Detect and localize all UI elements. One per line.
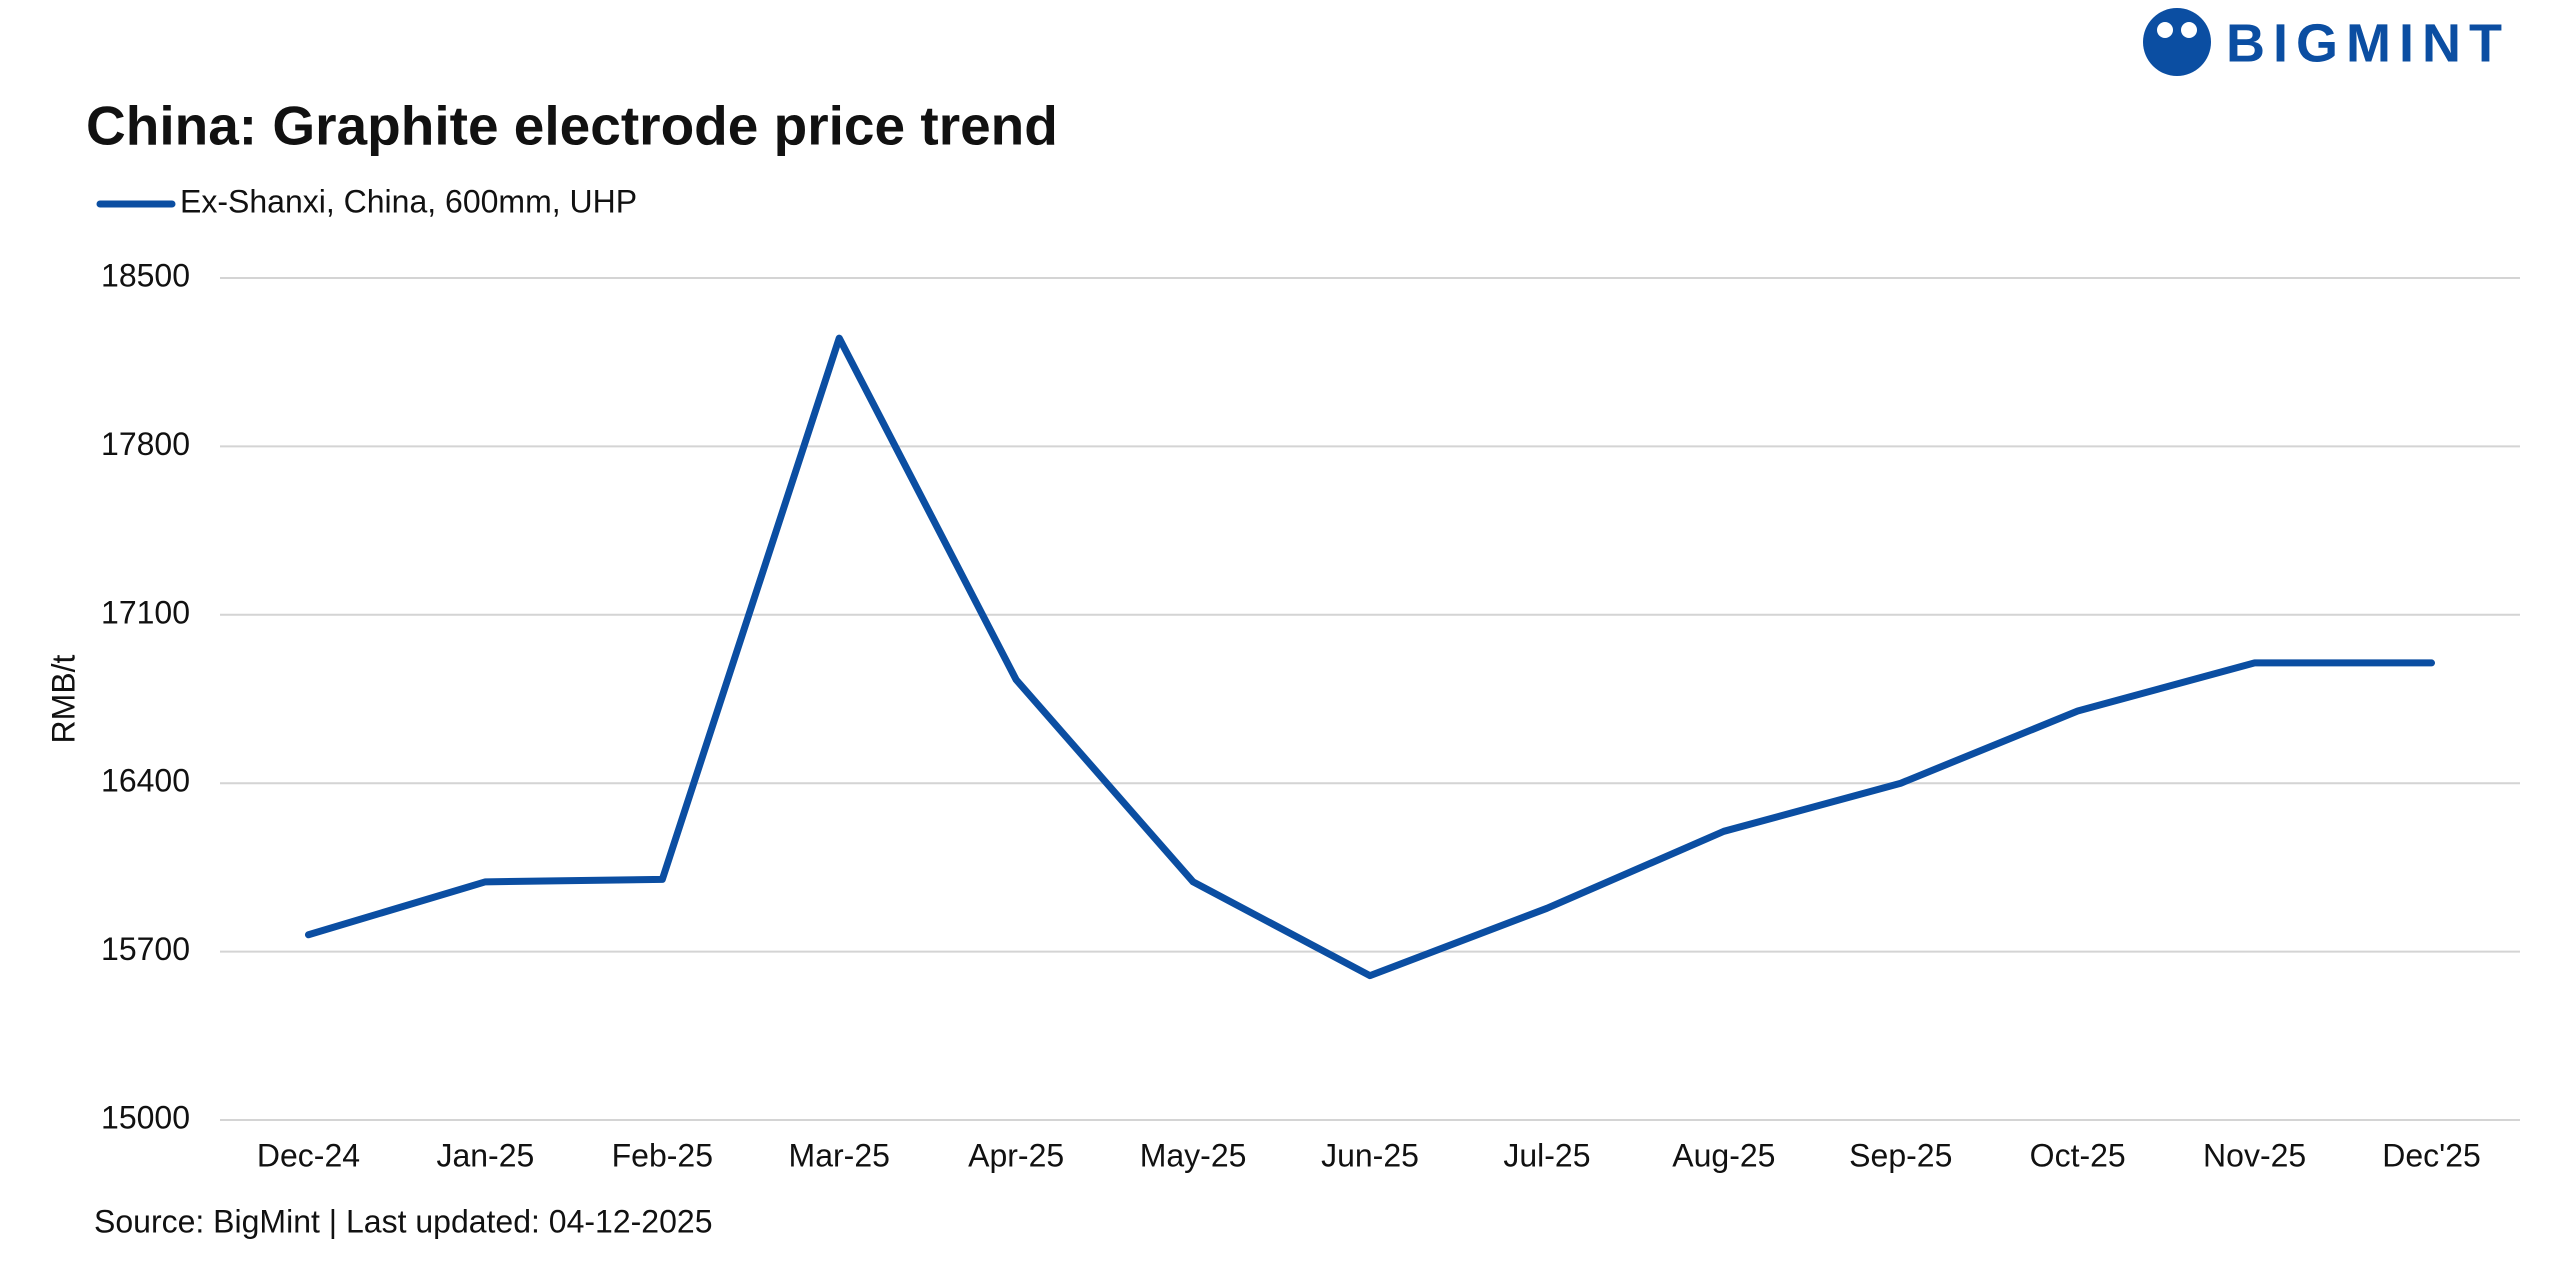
y-tick-label: 18500 — [101, 257, 190, 293]
x-tick-label: Jul-25 — [1503, 1137, 1590, 1173]
y-axis-label: RMB/t — [45, 654, 81, 743]
logo-text: BIGMINT — [2226, 13, 2510, 73]
x-tick-label: Sep-25 — [1849, 1137, 1952, 1173]
y-tick-label: 17800 — [101, 426, 190, 462]
y-tick-label: 15700 — [101, 931, 190, 967]
x-tick-label: May-25 — [1140, 1137, 1247, 1173]
legend-label: Ex-Shanxi, China, 600mm, UHP — [180, 183, 637, 219]
logo: BIGMINT — [2143, 8, 2510, 76]
x-tick-label: Aug-25 — [1672, 1137, 1775, 1173]
logo-icon-dot — [2181, 22, 2197, 38]
x-tick-label: Feb-25 — [612, 1137, 713, 1173]
x-tick-label: Jun-25 — [1321, 1137, 1419, 1173]
chart-title: China: Graphite electrode price trend — [86, 95, 1058, 157]
source-note: Source: BigMint | Last updated: 04-12-20… — [94, 1203, 712, 1239]
y-tick-label: 15000 — [101, 1099, 190, 1135]
series-line — [304, 334, 2436, 980]
x-tick-label: Mar-25 — [789, 1137, 890, 1173]
y-tick-label: 16400 — [101, 763, 190, 799]
x-tick-label: Jan-25 — [436, 1137, 534, 1173]
logo-icon-dot — [2157, 22, 2173, 38]
x-tick-label: Dec'25 — [2382, 1137, 2481, 1173]
x-tick-label: Nov-25 — [2203, 1137, 2306, 1173]
x-tick-label: Oct-25 — [2030, 1137, 2126, 1173]
x-tick-label: Dec-24 — [257, 1137, 360, 1173]
logo-icon — [2143, 8, 2211, 76]
y-tick-label: 17100 — [101, 594, 190, 630]
x-tick-label: Apr-25 — [968, 1137, 1064, 1173]
